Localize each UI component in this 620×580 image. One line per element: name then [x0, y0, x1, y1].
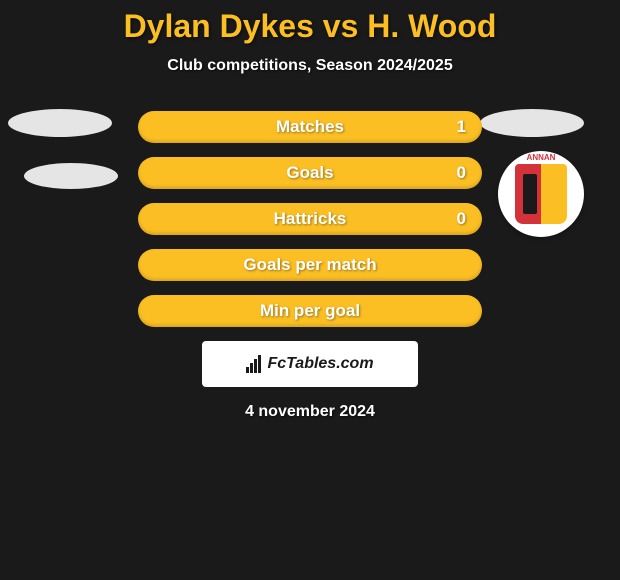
- stat-row-goals: Goals 0: [138, 157, 482, 189]
- stat-row-min-per-goal: Min per goal: [138, 295, 482, 327]
- branding-card[interactable]: FcTables.com: [202, 341, 418, 387]
- season-subtitle: Club competitions, Season 2024/2025: [0, 57, 620, 75]
- club-badge-shield: [515, 164, 567, 224]
- stat-label: Goals per match: [243, 255, 376, 275]
- stat-label: Matches: [276, 117, 344, 137]
- stat-row-hattricks: Hattricks 0: [138, 203, 482, 235]
- player-left-placeholder-2: [24, 163, 118, 189]
- stat-row-matches: Matches 1: [138, 111, 482, 143]
- stat-label: Goals: [286, 163, 333, 183]
- stats-area: ANNAN Matches 1 Goals 0 Hattricks 0 Goal…: [0, 111, 620, 421]
- stat-value: 0: [457, 209, 466, 229]
- club-badge: ANNAN: [498, 151, 584, 237]
- footer-date: 4 november 2024: [0, 403, 620, 421]
- page-title: Dylan Dykes vs H. Wood: [0, 0, 620, 45]
- club-badge-name: ANNAN: [498, 153, 584, 162]
- stat-value: 0: [457, 163, 466, 183]
- player-right-placeholder: [480, 109, 584, 137]
- stat-label: Min per goal: [260, 301, 360, 321]
- player-left-placeholder-1: [8, 109, 112, 137]
- stat-label: Hattricks: [274, 209, 347, 229]
- bar-chart-icon: [246, 355, 261, 373]
- stat-row-goals-per-match: Goals per match: [138, 249, 482, 281]
- branding-text: FcTables.com: [267, 355, 373, 373]
- stat-value: 1: [457, 117, 466, 137]
